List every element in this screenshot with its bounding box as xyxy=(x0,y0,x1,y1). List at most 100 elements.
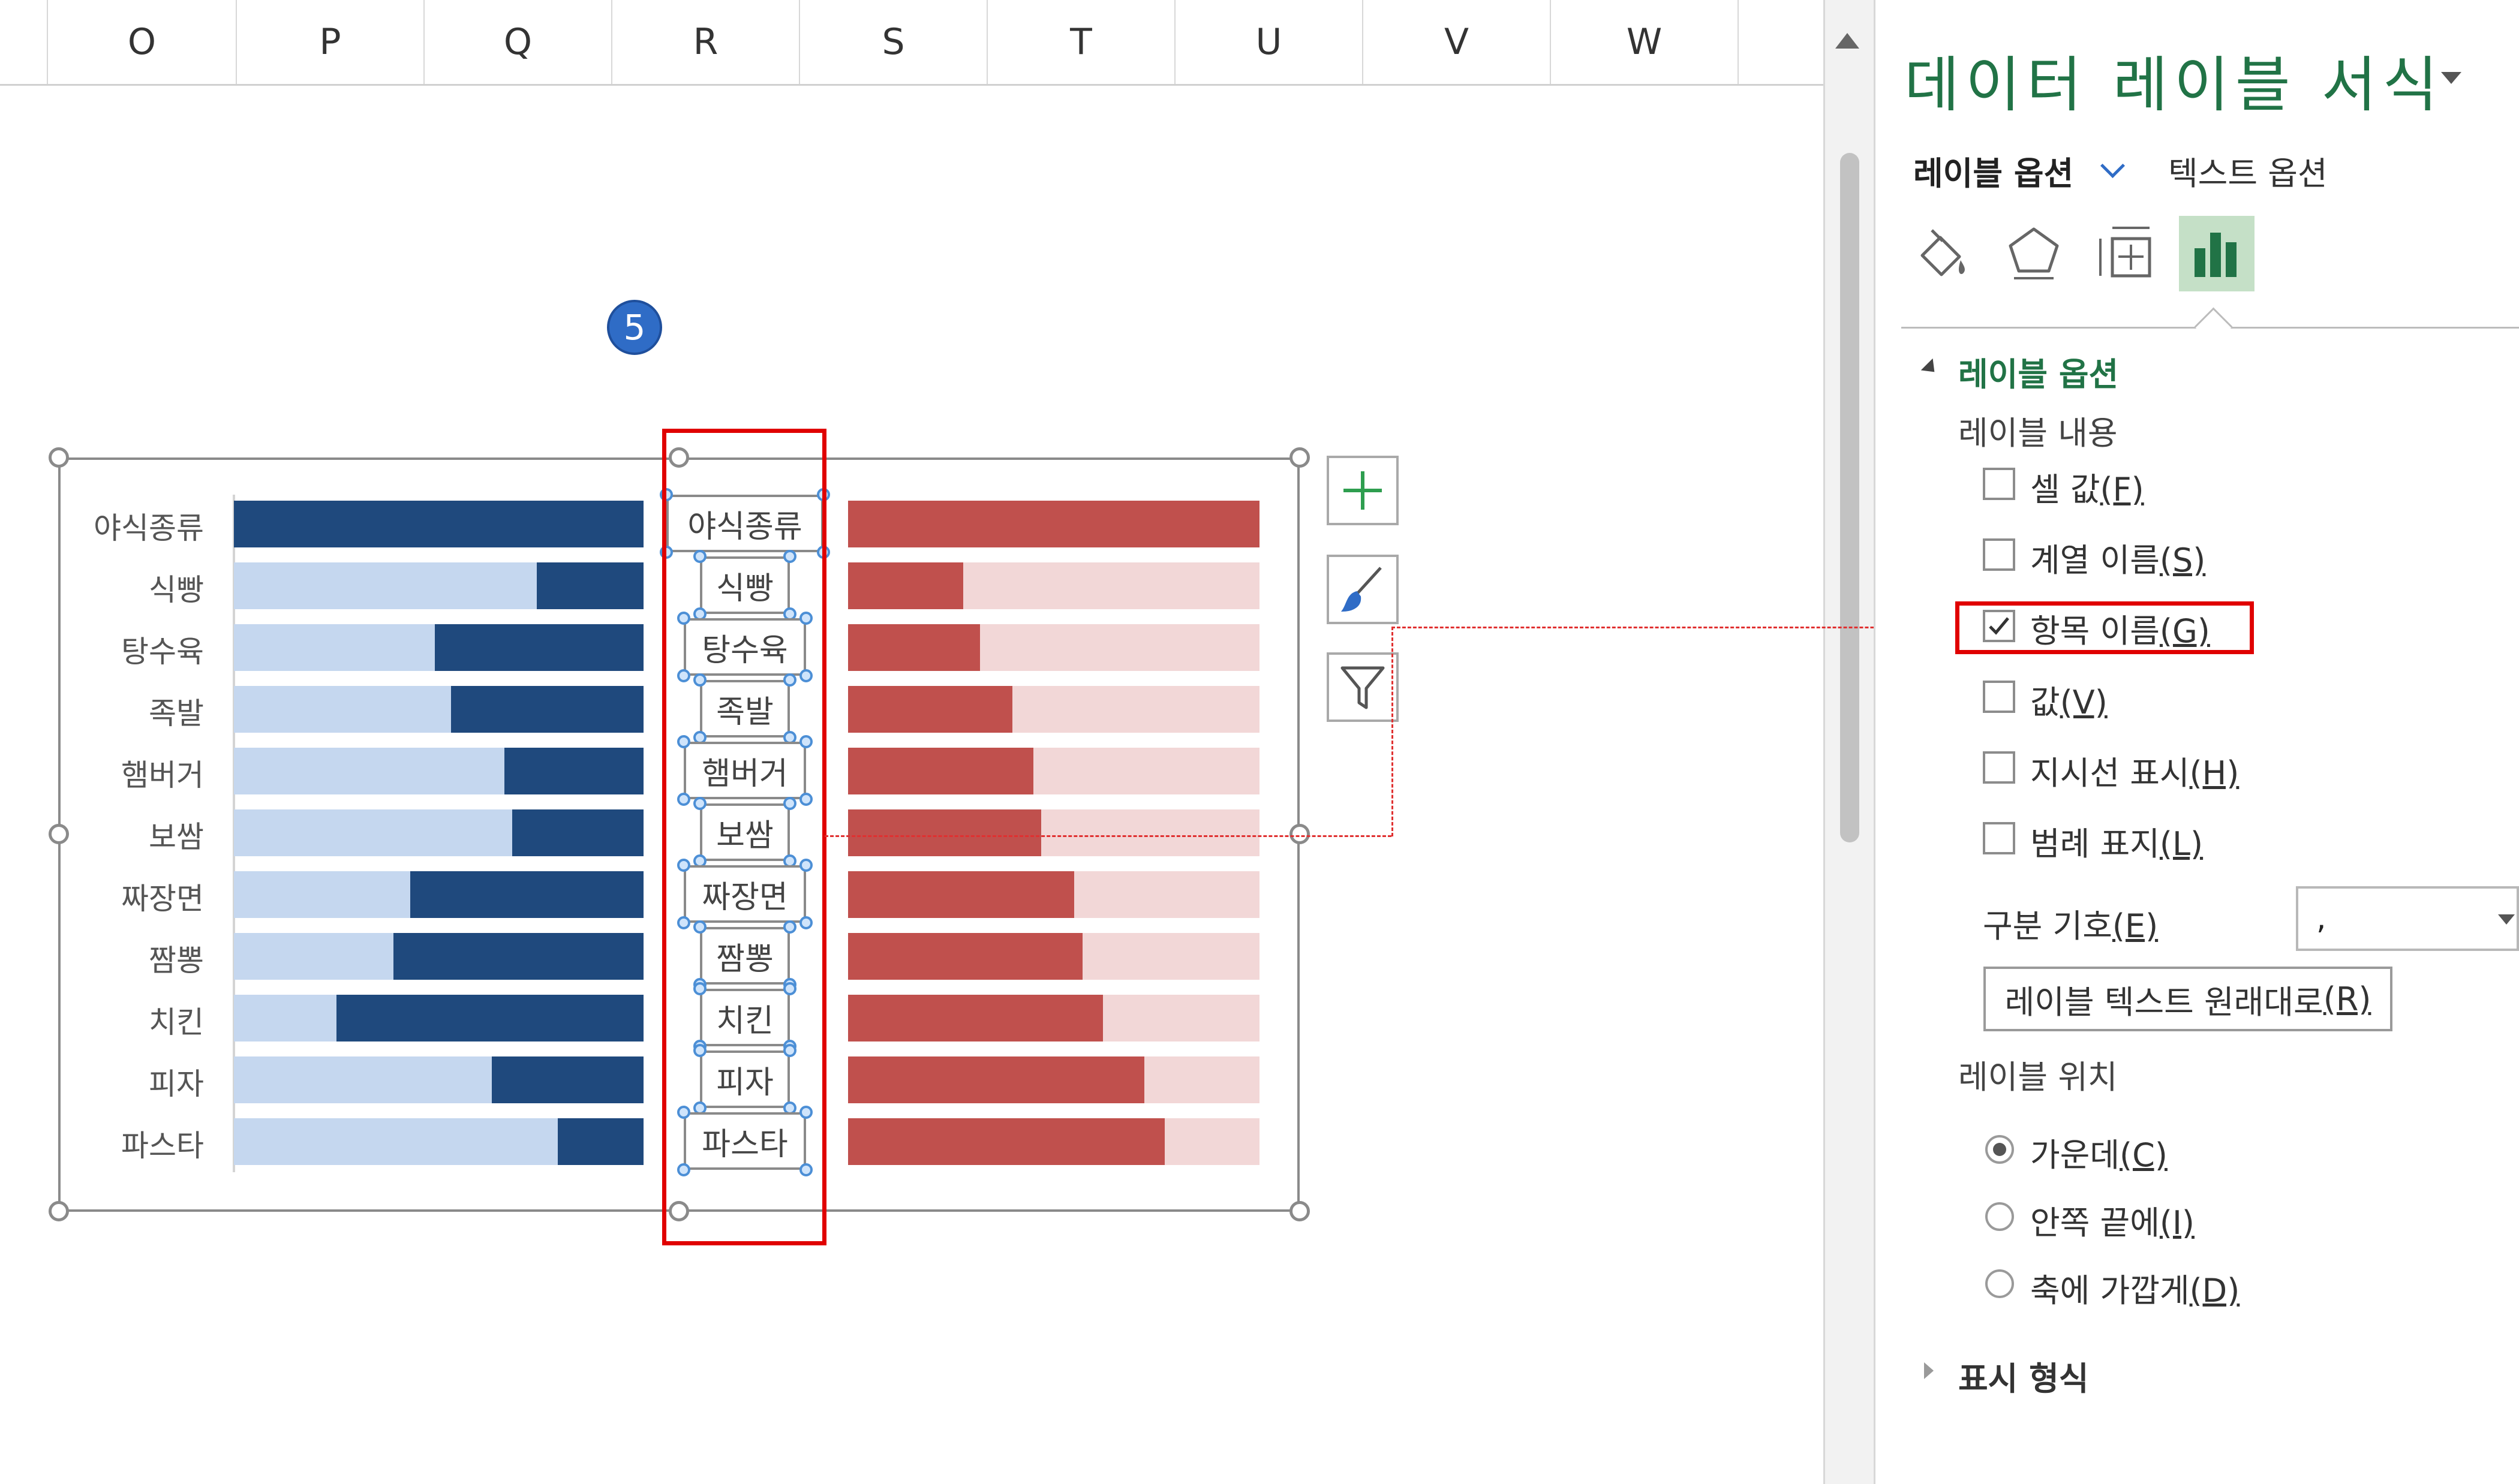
tab-text-options[interactable]: 텍스트 옵션 xyxy=(2168,155,2328,192)
data-label-handle[interactable] xyxy=(783,673,796,687)
resize-handle-top-middle[interactable] xyxy=(669,447,689,468)
data-label-handle[interactable] xyxy=(693,1044,707,1057)
data-label-handle[interactable] xyxy=(693,920,707,934)
data-label-handle[interactable] xyxy=(677,1163,690,1176)
data-label[interactable]: 탕수육 xyxy=(684,618,806,676)
checkbox-legend-key[interactable] xyxy=(1983,822,2015,854)
data-label-handle[interactable] xyxy=(799,859,813,872)
data-label-handle[interactable] xyxy=(799,735,813,748)
data-label[interactable]: 야식종류 xyxy=(666,495,823,552)
radio-inside-base[interactable] xyxy=(1985,1269,2014,1298)
pane-options-dropdown-icon[interactable] xyxy=(2441,72,2461,84)
chart-elements-button[interactable] xyxy=(1327,456,1399,525)
checkbox-category-name[interactable] xyxy=(1983,610,2015,642)
right-bar[interactable] xyxy=(848,809,1042,856)
column-header-q[interactable]: Q xyxy=(425,0,612,84)
column-header-t[interactable]: T xyxy=(988,0,1176,84)
data-label-handle[interactable] xyxy=(799,793,813,806)
checkbox-show-leader-lines[interactable] xyxy=(1983,751,2015,784)
data-label-handle[interactable] xyxy=(693,550,707,563)
right-bar[interactable] xyxy=(848,1118,1165,1165)
data-label-handle[interactable] xyxy=(677,735,690,748)
column-header-o[interactable]: O xyxy=(48,0,237,84)
resize-handle-top-left[interactable] xyxy=(49,447,69,468)
separator-select[interactable]: , xyxy=(2296,886,2519,951)
right-bar[interactable] xyxy=(848,748,1033,794)
data-label-handle[interactable] xyxy=(693,673,707,687)
resize-handle-bottom-right[interactable] xyxy=(1289,1201,1310,1221)
left-bar[interactable] xyxy=(512,809,644,856)
right-bar[interactable] xyxy=(848,995,1104,1041)
data-label-handle[interactable] xyxy=(783,920,796,934)
chart-styles-button[interactable] xyxy=(1327,555,1399,624)
scroll-up-arrow-icon[interactable] xyxy=(1835,33,1859,49)
left-bar[interactable] xyxy=(434,624,644,671)
left-bar[interactable] xyxy=(557,1118,644,1165)
data-label-handle[interactable] xyxy=(677,859,690,872)
column-header-u[interactable]: U xyxy=(1176,0,1363,84)
data-label[interactable]: 족발 xyxy=(700,680,790,738)
data-label[interactable]: 보쌈 xyxy=(700,803,790,861)
data-label-handle[interactable] xyxy=(799,612,813,625)
data-label-handle[interactable] xyxy=(799,1106,813,1119)
data-label-handle[interactable] xyxy=(799,669,813,682)
resize-handle-middle-right[interactable] xyxy=(1289,824,1310,844)
data-label-handle[interactable] xyxy=(783,797,796,810)
tab-label-options[interactable]: 레이블 옵션 xyxy=(1913,155,2074,192)
data-label[interactable]: 짜장면 xyxy=(684,865,806,923)
chart-filters-button[interactable] xyxy=(1327,652,1399,722)
right-bar[interactable] xyxy=(848,686,1013,733)
expand-triangle-icon[interactable] xyxy=(1924,1362,1934,1379)
data-label-handle[interactable] xyxy=(783,550,796,563)
resize-handle-middle-left[interactable] xyxy=(49,824,69,844)
chevron-down-icon[interactable] xyxy=(2498,914,2515,925)
left-bar[interactable] xyxy=(393,933,644,980)
left-bar[interactable] xyxy=(492,1056,644,1103)
left-bar[interactable] xyxy=(537,562,644,609)
right-bar[interactable] xyxy=(848,933,1083,980)
data-label-handle[interactable] xyxy=(783,1044,796,1057)
column-header-v[interactable]: V xyxy=(1363,0,1551,84)
data-label-handle[interactable] xyxy=(799,1163,813,1176)
radio-center[interactable] xyxy=(1985,1135,2014,1164)
right-bar[interactable] xyxy=(848,624,980,671)
column-header-p[interactable]: P xyxy=(237,0,425,84)
worksheet-area[interactable] xyxy=(0,0,1823,1484)
effects-icon[interactable] xyxy=(1996,216,2072,291)
right-bar[interactable] xyxy=(848,501,1260,547)
data-label[interactable]: 햄버거 xyxy=(684,742,806,799)
checkbox-value[interactable] xyxy=(1983,681,2015,713)
right-bar[interactable] xyxy=(848,562,964,609)
resize-handle-bottom-middle[interactable] xyxy=(669,1201,689,1221)
left-bar[interactable] xyxy=(336,995,644,1041)
left-bar[interactable] xyxy=(450,686,644,733)
data-label-handle[interactable] xyxy=(677,916,690,929)
label-options-icon[interactable] xyxy=(2179,216,2255,291)
data-label-handle[interactable] xyxy=(783,982,796,995)
data-label-handle[interactable] xyxy=(799,916,813,929)
data-label-handle[interactable] xyxy=(677,669,690,682)
column-header-s[interactable]: S xyxy=(800,0,988,84)
left-bar[interactable] xyxy=(504,748,644,794)
resize-handle-bottom-left[interactable] xyxy=(49,1201,69,1221)
data-label-handle[interactable] xyxy=(693,797,707,810)
data-label[interactable]: 치킨 xyxy=(700,989,790,1046)
reset-label-text-button[interactable]: 레이블 텍스트 원래대로 (R) xyxy=(1983,967,2392,1031)
column-header-r[interactable]: R xyxy=(612,0,800,84)
data-label-handle[interactable] xyxy=(677,612,690,625)
data-label[interactable]: 파스타 xyxy=(684,1112,806,1170)
section-label-options[interactable]: 레이블 옵션 xyxy=(1958,356,2119,393)
size-properties-icon[interactable] xyxy=(2087,216,2163,291)
data-label-handle[interactable] xyxy=(677,793,690,806)
fill-line-icon[interactable] xyxy=(1904,216,1980,291)
data-label-handle[interactable] xyxy=(677,1106,690,1119)
data-label[interactable]: 피자 xyxy=(700,1050,790,1108)
column-header-w[interactable]: W xyxy=(1551,0,1739,84)
data-label-handle[interactable] xyxy=(693,982,707,995)
data-label[interactable]: 짬뽕 xyxy=(700,927,790,985)
scrollbar-thumb[interactable] xyxy=(1840,153,1859,842)
left-bar[interactable] xyxy=(234,501,644,547)
right-bar[interactable] xyxy=(848,871,1075,918)
left-bar[interactable] xyxy=(410,871,644,918)
data-label[interactable]: 식빵 xyxy=(700,556,790,614)
